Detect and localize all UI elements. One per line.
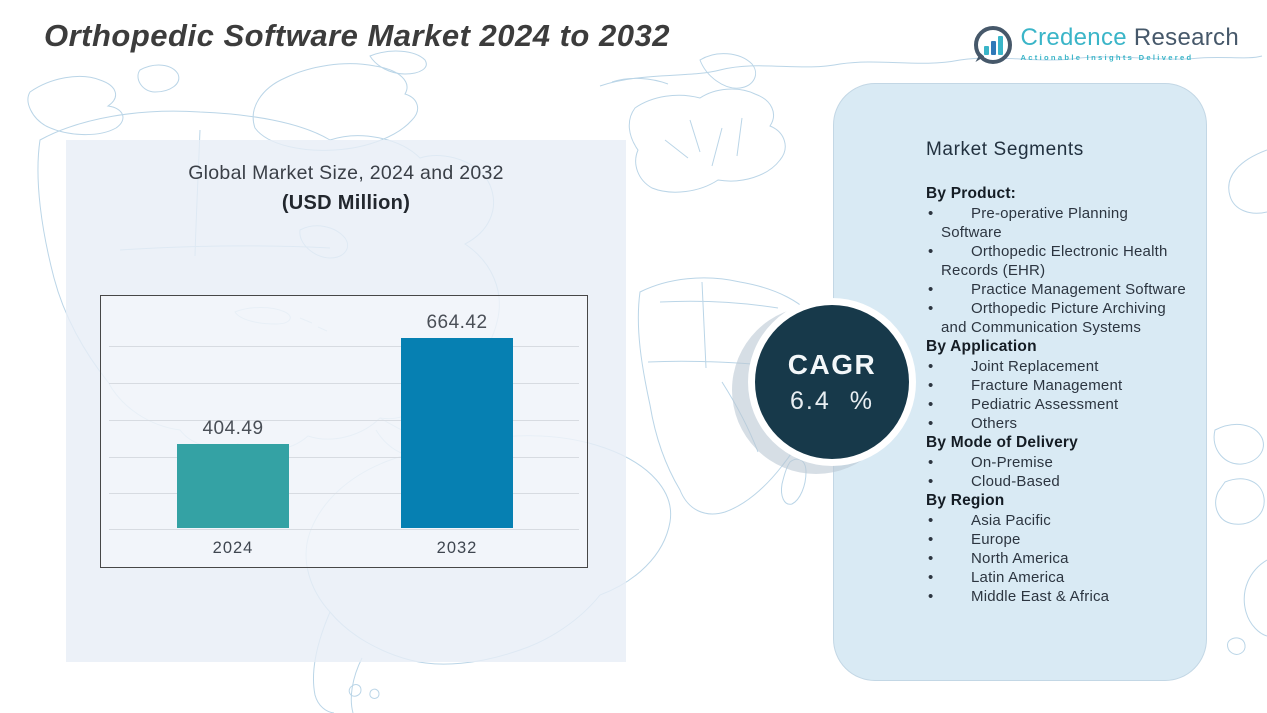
chart-titles: Global Market Size, 2024 and 2032 (USD M…	[66, 162, 626, 215]
brand-text: Credence Research Actionable Insights De…	[1020, 26, 1239, 62]
segment-group-heading: By Product:	[926, 185, 1017, 202]
brand-logo: Credence Research Actionable Insights De…	[974, 26, 1239, 64]
segment-item: Asia Pacific	[926, 511, 1186, 530]
chart-title: Global Market Size, 2024 and 2032	[188, 162, 504, 184]
bar-2024	[177, 444, 289, 528]
segment-item: Fracture Management	[926, 376, 1186, 395]
cagr-badge: CAGR 6.4 %	[748, 298, 916, 466]
bar-chart-bubble-icon	[974, 26, 1013, 64]
segment-item: Latin America	[926, 568, 1186, 587]
gridline	[109, 493, 579, 494]
segment-item: North America	[926, 549, 1186, 568]
segments-title: Market Segments	[926, 139, 1084, 160]
page-title: Orthopedic Software Market 2024 to 2032	[44, 18, 670, 53]
brand-name-second: Research	[1133, 24, 1239, 51]
bar-group-2032: 664.42	[401, 312, 513, 528]
segment-list-product: Pre-operative Planning Software Orthoped…	[926, 204, 1186, 337]
bar-value-2032: 664.42	[426, 312, 488, 333]
cagr-value: 6.4 %	[790, 386, 874, 415]
brand-tagline: Actionable Insights Delivered	[1020, 53, 1194, 62]
cagr-label: CAGR	[787, 348, 877, 380]
logo-bar-icon	[997, 36, 1003, 55]
gridline	[109, 346, 579, 347]
segment-item: Practice Management Software	[926, 280, 1186, 299]
segment-item: Pediatric Assessment	[926, 395, 1186, 414]
brand-name: Credence Research	[1020, 26, 1239, 50]
bar-chart: 404.49 664.42 2024 2032	[100, 295, 588, 568]
segment-item: On-Premise	[926, 453, 1186, 472]
segment-item: Orthopedic Electronic Health Records (EH…	[926, 242, 1186, 280]
segment-item: Middle East & Africa	[926, 587, 1186, 606]
brand-name-first: Credence	[1020, 24, 1127, 51]
segment-group-heading: By Application	[926, 338, 1037, 355]
axis-label-2024: 2024	[212, 539, 254, 557]
segment-list-application: Joint Replacement Fracture Management Pe…	[926, 357, 1186, 433]
gridline	[109, 457, 579, 458]
bar-group-2024: 404.49	[177, 418, 289, 528]
logo-bar-icon	[983, 46, 989, 55]
segment-list-delivery: On-Premise Cloud-Based	[926, 453, 1186, 491]
segment-list-region: Asia Pacific Europe North America Latin …	[926, 511, 1186, 606]
gridline	[109, 383, 579, 384]
segment-item: Others	[926, 414, 1186, 433]
gridline	[109, 529, 579, 530]
segment-item: Joint Replacement	[926, 357, 1186, 376]
market-size-panel: Global Market Size, 2024 and 2032 (USD M…	[66, 140, 626, 662]
bar-value-2024: 404.49	[202, 418, 264, 439]
chart-subtitle: (USD Million)	[281, 192, 411, 214]
axis-label-2032: 2032	[436, 539, 478, 557]
gridline	[109, 420, 579, 421]
segment-item: Cloud-Based	[926, 472, 1186, 491]
segment-item: Pre-operative Planning Software	[926, 204, 1186, 242]
segment-group-heading: By Region	[926, 492, 1005, 509]
segment-item: Orthopedic Picture Archiving and Communi…	[926, 299, 1186, 337]
bar-2032	[401, 338, 513, 528]
segment-item: Europe	[926, 530, 1186, 549]
segment-group-heading: By Mode of Delivery	[926, 434, 1078, 451]
logo-bar-icon	[990, 41, 996, 55]
